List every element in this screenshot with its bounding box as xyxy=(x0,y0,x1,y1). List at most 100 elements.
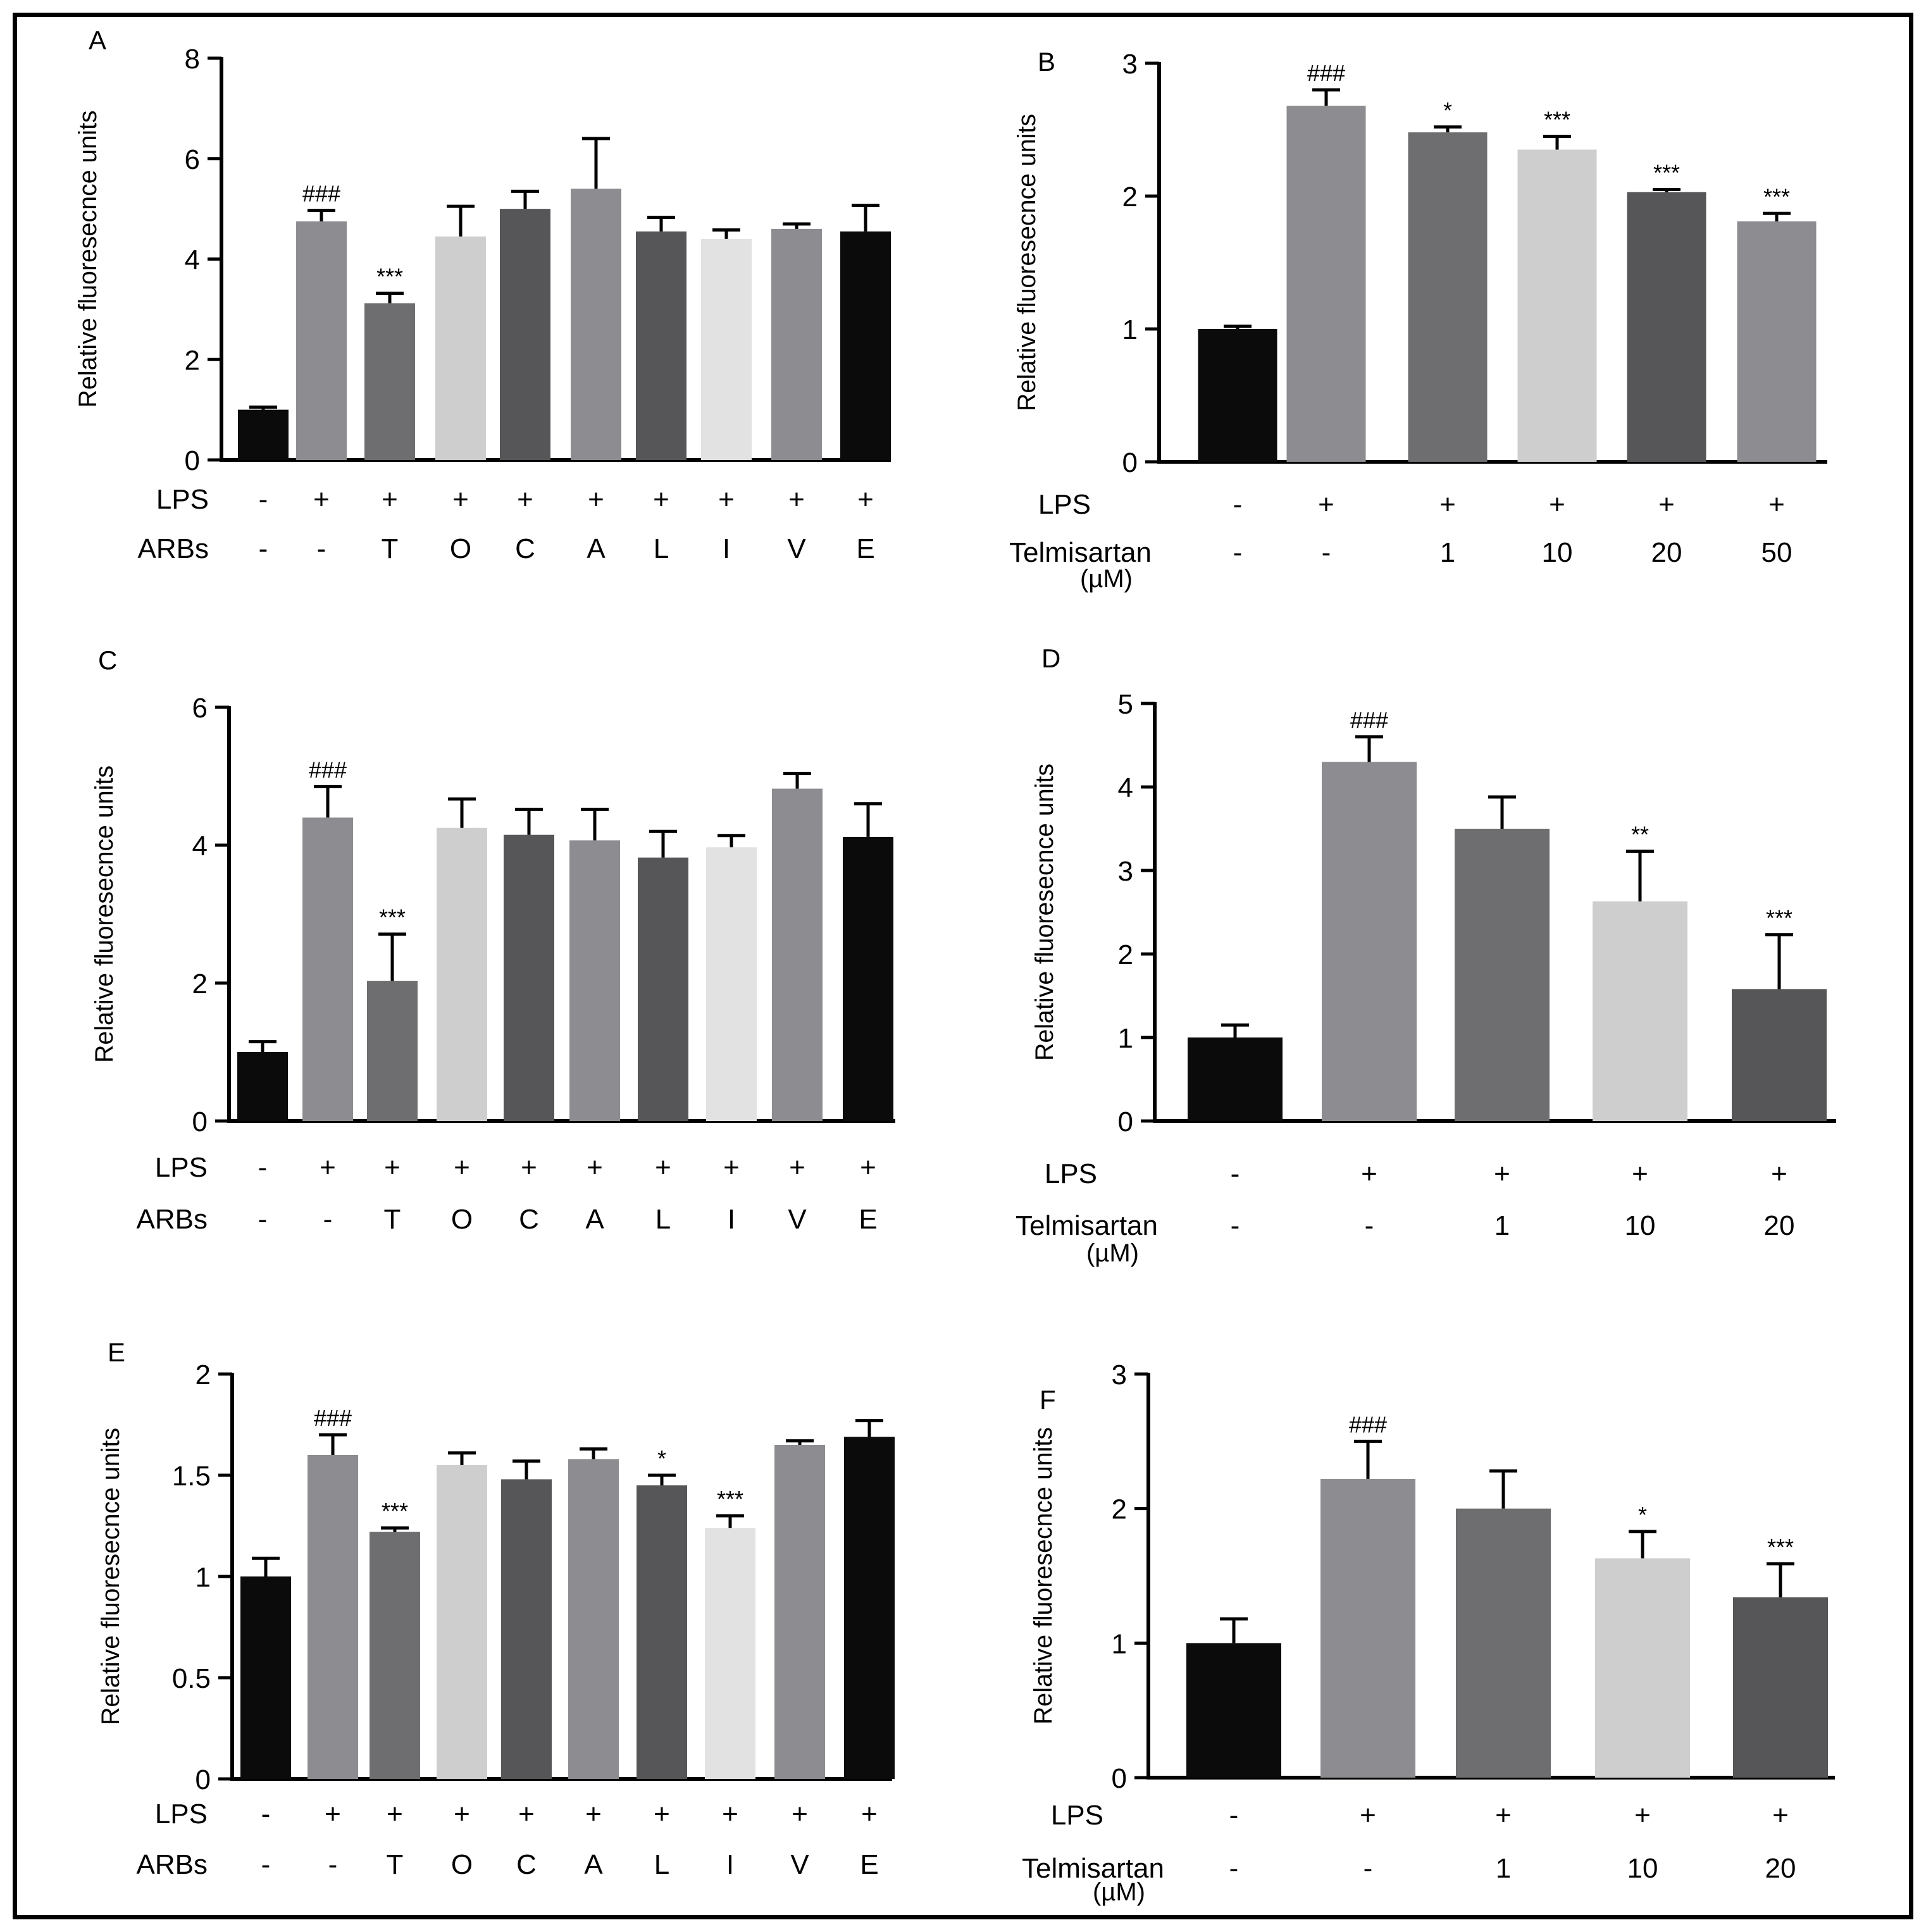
panel-d-y-tick-label: 1 xyxy=(1118,1023,1133,1054)
panel-f-treatment-mark: - xyxy=(1364,1853,1373,1884)
panel-d-lps-mark: + xyxy=(1361,1158,1377,1189)
panel-a-treatment-mark: I xyxy=(723,533,730,564)
panel-c-treatment-mark: C xyxy=(519,1204,539,1235)
panel-f-row-label-lps: LPS xyxy=(1051,1800,1103,1831)
panel-c-bar xyxy=(237,1052,288,1121)
panel-a-lps-mark: + xyxy=(313,484,330,515)
panel-d-lps-mark: + xyxy=(1494,1158,1510,1189)
panel-d-y-tick-label: 0 xyxy=(1118,1106,1133,1137)
panel-f-bar xyxy=(1595,1558,1690,1778)
panel-c-treatment-mark: T xyxy=(384,1204,401,1235)
panel-e-significance-label: * xyxy=(657,1446,666,1471)
panel-a-row-label-lps: LPS xyxy=(156,484,209,515)
panel-a-treatment-mark: C xyxy=(515,533,535,564)
panel-c-bar xyxy=(302,817,353,1121)
panel-f-treatment-mark: 10 xyxy=(1627,1853,1658,1884)
panel-d-treatment-mark: 1 xyxy=(1494,1210,1510,1241)
panel-c-bar xyxy=(437,827,487,1121)
panel-a-lps-mark: + xyxy=(788,484,805,515)
panel-e-y-tick-label: 0.5 xyxy=(172,1663,211,1694)
panel-a-lps-mark: + xyxy=(517,484,533,515)
panel-f-treatment-mark: 1 xyxy=(1496,1853,1511,1884)
panel-e-lps-mark: + xyxy=(585,1799,602,1830)
panel-b-significance-label: *** xyxy=(1653,160,1680,186)
panel-d-treatment-mark: - xyxy=(1365,1210,1374,1241)
panel-a-bar xyxy=(840,231,891,460)
panel-e-treatment-mark: T xyxy=(387,1849,404,1880)
panel-f-letter: F xyxy=(1040,1385,1056,1415)
panel-b-row-label-unit: (µM) xyxy=(1080,565,1133,593)
panel-a-treatment-mark: L xyxy=(654,533,669,564)
panel-d-significance-label: ** xyxy=(1631,822,1649,848)
panel-f-y-tick-label: 2 xyxy=(1112,1494,1127,1525)
figure-frame xyxy=(13,13,1913,1919)
panel-f-treatment-mark: 20 xyxy=(1765,1853,1796,1884)
panel-f-treatment-mark: - xyxy=(1229,1853,1239,1884)
panel-d-significance-label: ### xyxy=(1350,707,1388,733)
panel-d-y-axis-label: Relative fluoresecnce units xyxy=(1031,764,1059,1061)
panel-d-y-tick-label: 4 xyxy=(1118,772,1133,803)
panel-e-treatment-mark: C xyxy=(516,1849,537,1880)
panel-f-bar xyxy=(1456,1508,1551,1778)
panel-e-bar xyxy=(774,1445,825,1779)
panel-e-lps-mark: + xyxy=(861,1799,878,1830)
panel-b-bar xyxy=(1408,132,1488,462)
panel-b-bar xyxy=(1627,192,1706,462)
panel-e-row-label-treatment: ARBs xyxy=(137,1849,208,1880)
panel-b-y-axis-label: Relative fluoresecnce units xyxy=(1013,114,1041,411)
panel-e-bar xyxy=(308,1455,358,1779)
panel-a-bar xyxy=(500,209,550,460)
panel-c-significance-label: ### xyxy=(309,757,347,783)
panel-b-lps-mark: + xyxy=(1439,489,1456,520)
panel-f-bar xyxy=(1320,1478,1415,1778)
panel-e-bar xyxy=(637,1485,687,1779)
panel-b-significance-label: *** xyxy=(1763,183,1790,209)
panel-a-treatment-mark: - xyxy=(317,533,326,564)
panel-c-bar xyxy=(638,857,688,1121)
panel-f-row-label-unit: (µM) xyxy=(1093,1878,1145,1906)
panel-e-significance-label: *** xyxy=(717,1486,743,1512)
panel-d-bar xyxy=(1732,989,1827,1121)
panel-e-y-tick-label: 0 xyxy=(196,1764,211,1795)
panel-a-y-tick-label: 8 xyxy=(185,44,200,75)
panel-d-bar xyxy=(1322,762,1417,1121)
panel-e-bar xyxy=(437,1465,487,1779)
panel-c-lps-mark: + xyxy=(521,1152,537,1183)
panel-b-lps-mark: + xyxy=(1549,489,1565,520)
panel-d-treatment-mark: 20 xyxy=(1764,1210,1795,1241)
panel-d-treatment-mark: 10 xyxy=(1625,1210,1656,1241)
panel-d-bar xyxy=(1455,829,1550,1121)
panel-f-row-label-treatment: Telmisartan xyxy=(1022,1853,1164,1884)
panel-e-y-tick-label: 2 xyxy=(196,1359,211,1390)
panel-f-significance-label: * xyxy=(1638,1502,1647,1528)
panel-e-treatment-mark: O xyxy=(451,1849,473,1880)
panel-a-lps-mark: + xyxy=(718,484,735,515)
panel-d-lps-mark: + xyxy=(1771,1158,1787,1189)
panel-a-lps-mark: - xyxy=(259,484,268,515)
panel-b-row-label-lps: LPS xyxy=(1038,489,1091,520)
panel-d-bar xyxy=(1188,1037,1283,1121)
panel-b-lps-mark: + xyxy=(1768,489,1785,520)
panel-e-row-label-lps: LPS xyxy=(155,1799,208,1830)
panel-a-y-tick-label: 0 xyxy=(185,445,200,476)
panel-b-row-label-treatment: Telmisartan xyxy=(1009,537,1152,568)
panel-a-bar xyxy=(238,409,289,460)
panel-c-bar xyxy=(706,847,757,1121)
panel-a-treatment-mark: A xyxy=(587,533,606,564)
panel-a-y-tick-label: 6 xyxy=(185,144,200,175)
panel-e-lps-mark: + xyxy=(387,1799,403,1830)
panel-c-bar xyxy=(569,840,620,1121)
panel-e-lps-mark: - xyxy=(261,1799,271,1830)
panel-f-bar xyxy=(1733,1597,1828,1778)
panel-a-treatment-mark: E xyxy=(856,533,874,564)
panel-a-row-label-treatment: ARBs xyxy=(138,533,209,564)
panel-d-row-label-treatment: Telmisartan xyxy=(1016,1210,1158,1241)
panel-f-significance-label: *** xyxy=(1767,1534,1794,1560)
panel-b-bar xyxy=(1737,221,1817,462)
panel-a-bar xyxy=(571,189,621,460)
panel-c-bar xyxy=(504,834,554,1121)
panel-a-y-tick-label: 4 xyxy=(185,245,200,276)
panel-d-y-tick-label: 2 xyxy=(1118,939,1133,970)
panel-c-treatment-mark: E xyxy=(859,1204,877,1235)
panel-b-lps-mark: - xyxy=(1233,489,1243,520)
